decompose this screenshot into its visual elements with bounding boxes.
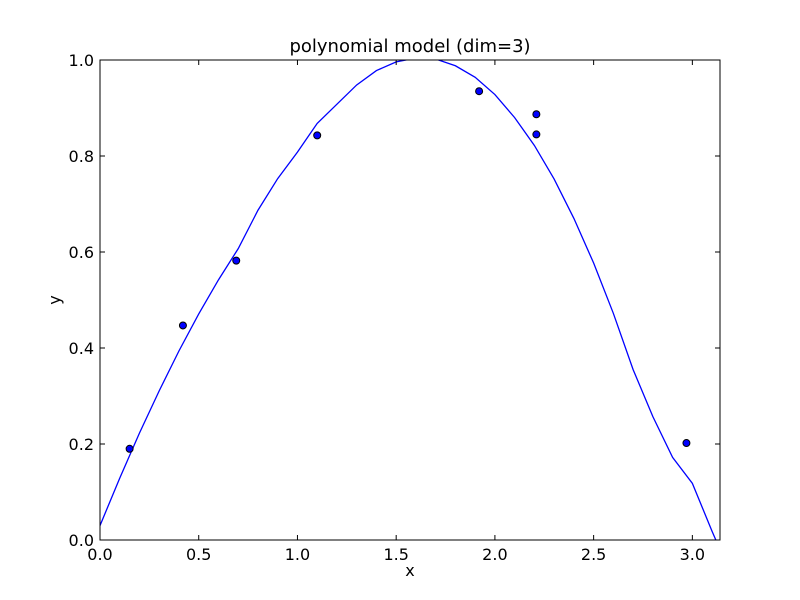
x-tick-label-3: 1.0 [285,545,310,564]
x-axis-ticks: 0.0 0.5 1.0 1.5 2.0 2.5 3.0 [87,60,705,564]
chart-title: polynomial model (dim=3) [289,36,530,57]
y-axis-label: y [45,295,64,304]
data-points [125,87,691,453]
x-tick-label-2: 0.5 [186,545,211,564]
data-point-3 [232,256,241,265]
x-axis-label: x [405,561,414,580]
data-point-8 [682,439,691,448]
data-point-7 [532,130,541,139]
y-tick-label-3: 0.4 [69,339,94,358]
data-point-2 [178,321,187,330]
x-tick-label-6: 2.5 [581,545,606,564]
axes-frame [99,59,721,541]
x-tick-label-4: 1.5 [383,545,408,564]
x-tick-label-7: 3.0 [680,545,705,564]
model-curve-line [100,60,717,540]
data-point-6 [532,110,541,119]
data-point-4 [313,131,322,140]
y-axis-ticks: 0.0 0.2 0.4 0.6 0.8 1.0 [69,51,720,550]
x-tick-label-5: 2.0 [482,545,507,564]
y-tick-label-5: 0.8 [69,147,94,166]
data-point-5 [475,87,484,96]
y-tick-label-4: 0.6 [69,243,94,262]
y-tick-label-1: 0.0 [69,531,94,550]
plot-area [99,59,721,541]
data-point-1 [125,444,134,453]
y-tick-label-6: 1.0 [69,51,94,70]
y-tick-label-2: 0.2 [69,435,94,454]
x-tick-label-1: 0.0 [87,545,112,564]
